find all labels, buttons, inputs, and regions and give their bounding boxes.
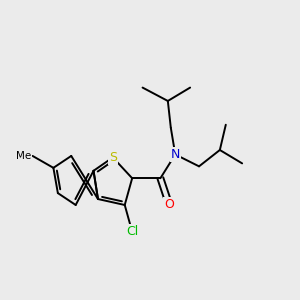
Text: Cl: Cl	[126, 225, 138, 238]
Text: S: S	[109, 151, 117, 164]
Text: O: O	[164, 199, 174, 212]
Text: Me: Me	[16, 151, 31, 161]
Text: N: N	[171, 148, 180, 161]
